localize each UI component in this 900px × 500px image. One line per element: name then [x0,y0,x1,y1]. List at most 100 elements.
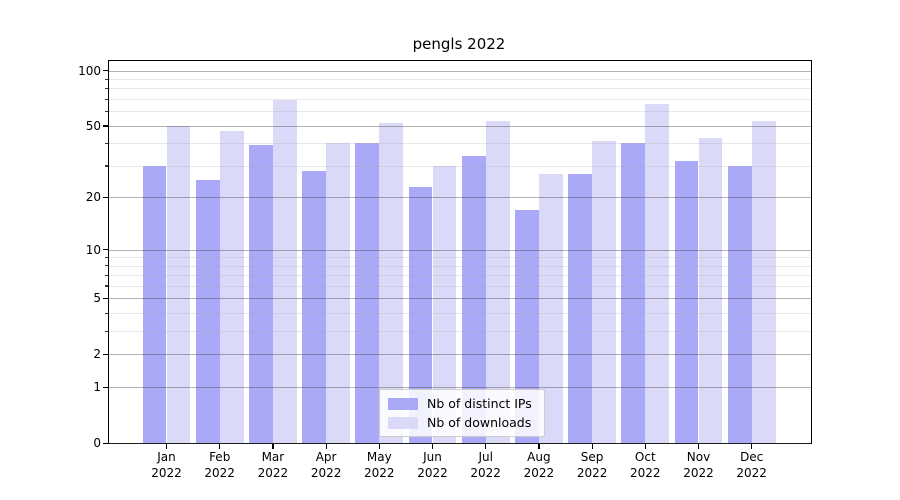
x-tick-month: Aug [527,450,551,464]
y-minor-tick [104,256,108,258]
y-minor-tick [104,78,108,80]
x-tick-year: 2022 [364,466,395,480]
y-tick [102,125,108,127]
x-tick-year: 2022 [683,466,714,480]
y-minor-tick [104,312,108,314]
plot-area: 0 1 2 5 10 20 50 100 Jan 2022 Feb 2022 Mar 2022 Apr 202… [78,60,812,480]
bar-downloads-dec [751,121,776,443]
bar-downloads-aug [538,174,563,443]
x-tick-month: Jun [423,450,442,464]
x-tick-label: Dec 2022 [722,449,782,481]
major-gridline [109,249,811,251]
x-tick [272,444,274,450]
minor-gridline [109,143,811,145]
major-gridline [109,298,811,300]
x-tick [166,444,168,450]
x-tick-label: Nov 2022 [669,449,729,481]
bar-downloads-mar [272,100,297,443]
major-gridline [109,125,811,127]
minor-gridline [109,165,811,167]
y-minor-tick [104,87,108,90]
y-tick [102,196,108,199]
minor-gridline [109,313,811,315]
x-tick-label: Sep 2022 [562,449,622,481]
y-minor-tick [104,265,108,267]
y-tick-label: 5 [93,291,101,306]
x-tick [591,444,593,450]
x-tick [538,444,540,450]
y-tick-label: 0 [93,436,101,450]
minor-gridline [109,111,811,113]
bar-distinct-ips-sep [568,174,593,443]
legend-swatch-downloads [388,416,418,429]
bar-downloads-jan [166,125,191,443]
y-minor-tick [104,285,108,287]
y-minor-tick [104,110,108,113]
y-tick-label: 100 [78,63,101,78]
x-tick [751,444,753,450]
bar-downloads-apr [326,143,350,443]
major-gridline [109,70,811,72]
major-gridline [109,443,811,444]
y-minor-tick [104,142,108,145]
x-tick [219,444,221,450]
bar-distinct-ips-mar [249,145,273,443]
x-tick-year: 2022 [630,466,661,480]
x-tick-month: Oct [634,450,656,464]
y-tick-label: 50 [85,118,101,133]
x-tick-year: 2022 [470,466,501,480]
major-gridline [109,197,811,199]
y-minor-tick [104,274,108,276]
x-tick-month: Dec [740,450,764,464]
bar-distinct-ips-feb [195,180,220,443]
legend-item-distinct-ips: Nb of distinct IPs [388,396,536,411]
x-tick-label: May 2022 [349,449,409,481]
x-tick-year: 2022 [736,466,767,480]
minor-gridline [109,331,811,333]
bar-downloads-oct [645,103,670,443]
x-tick-month: Mar [261,450,285,464]
x-tick-year: 2022 [576,466,608,480]
y-minor-tick [104,98,108,100]
y-tick-label: 20 [85,190,101,205]
x-tick-year: 2022 [523,466,555,480]
y-tick [102,442,108,444]
minor-gridline [109,257,811,259]
y-tick [102,297,108,300]
y-tick [102,249,108,251]
x-tick-month: Nov [686,450,711,464]
legend-label-downloads: Nb of downloads [427,415,532,430]
major-gridline [109,354,811,356]
x-tick [485,444,487,450]
x-tick-label: Jan 2022 [137,449,197,481]
y-minor-tick [104,165,108,167]
minor-gridline [109,88,811,90]
legend-item-downloads: Nb of downloads [388,415,536,430]
chart-title: pengls 2022 [412,35,506,53]
bar-downloads-sep [592,141,616,443]
bar-distinct-ips-jun [408,186,433,443]
bar-downloads-may [379,122,404,443]
bar-distinct-ips-jan [142,165,167,443]
minor-gridline [109,285,811,287]
y-minor-tick [104,330,108,332]
legend: Nb of distinct IPs Nb of downloads [379,389,545,437]
legend-swatch-distinct-ips [388,397,418,410]
x-tick-label: Feb 2022 [190,449,250,481]
major-gridline [109,387,811,389]
y-tick [102,70,108,72]
x-tick-year: 2022 [417,466,448,480]
x-tick-label: Jul 2022 [456,449,516,481]
bar-distinct-ips-may [355,143,380,443]
minor-gridline [109,275,811,277]
x-tick-label: Mar 2022 [243,449,303,481]
x-tick-label: Jun 2022 [403,449,463,481]
y-tick-label: 1 [93,380,101,395]
x-tick-label: Oct 2022 [615,449,675,481]
y-tick [102,386,108,388]
bar-distinct-ips-aug [515,209,539,443]
x-tick [378,444,381,450]
bar-distinct-ips-jul [461,156,486,443]
x-tick-label: Apr 2022 [296,449,356,481]
x-tick-month: Apr [315,450,337,464]
